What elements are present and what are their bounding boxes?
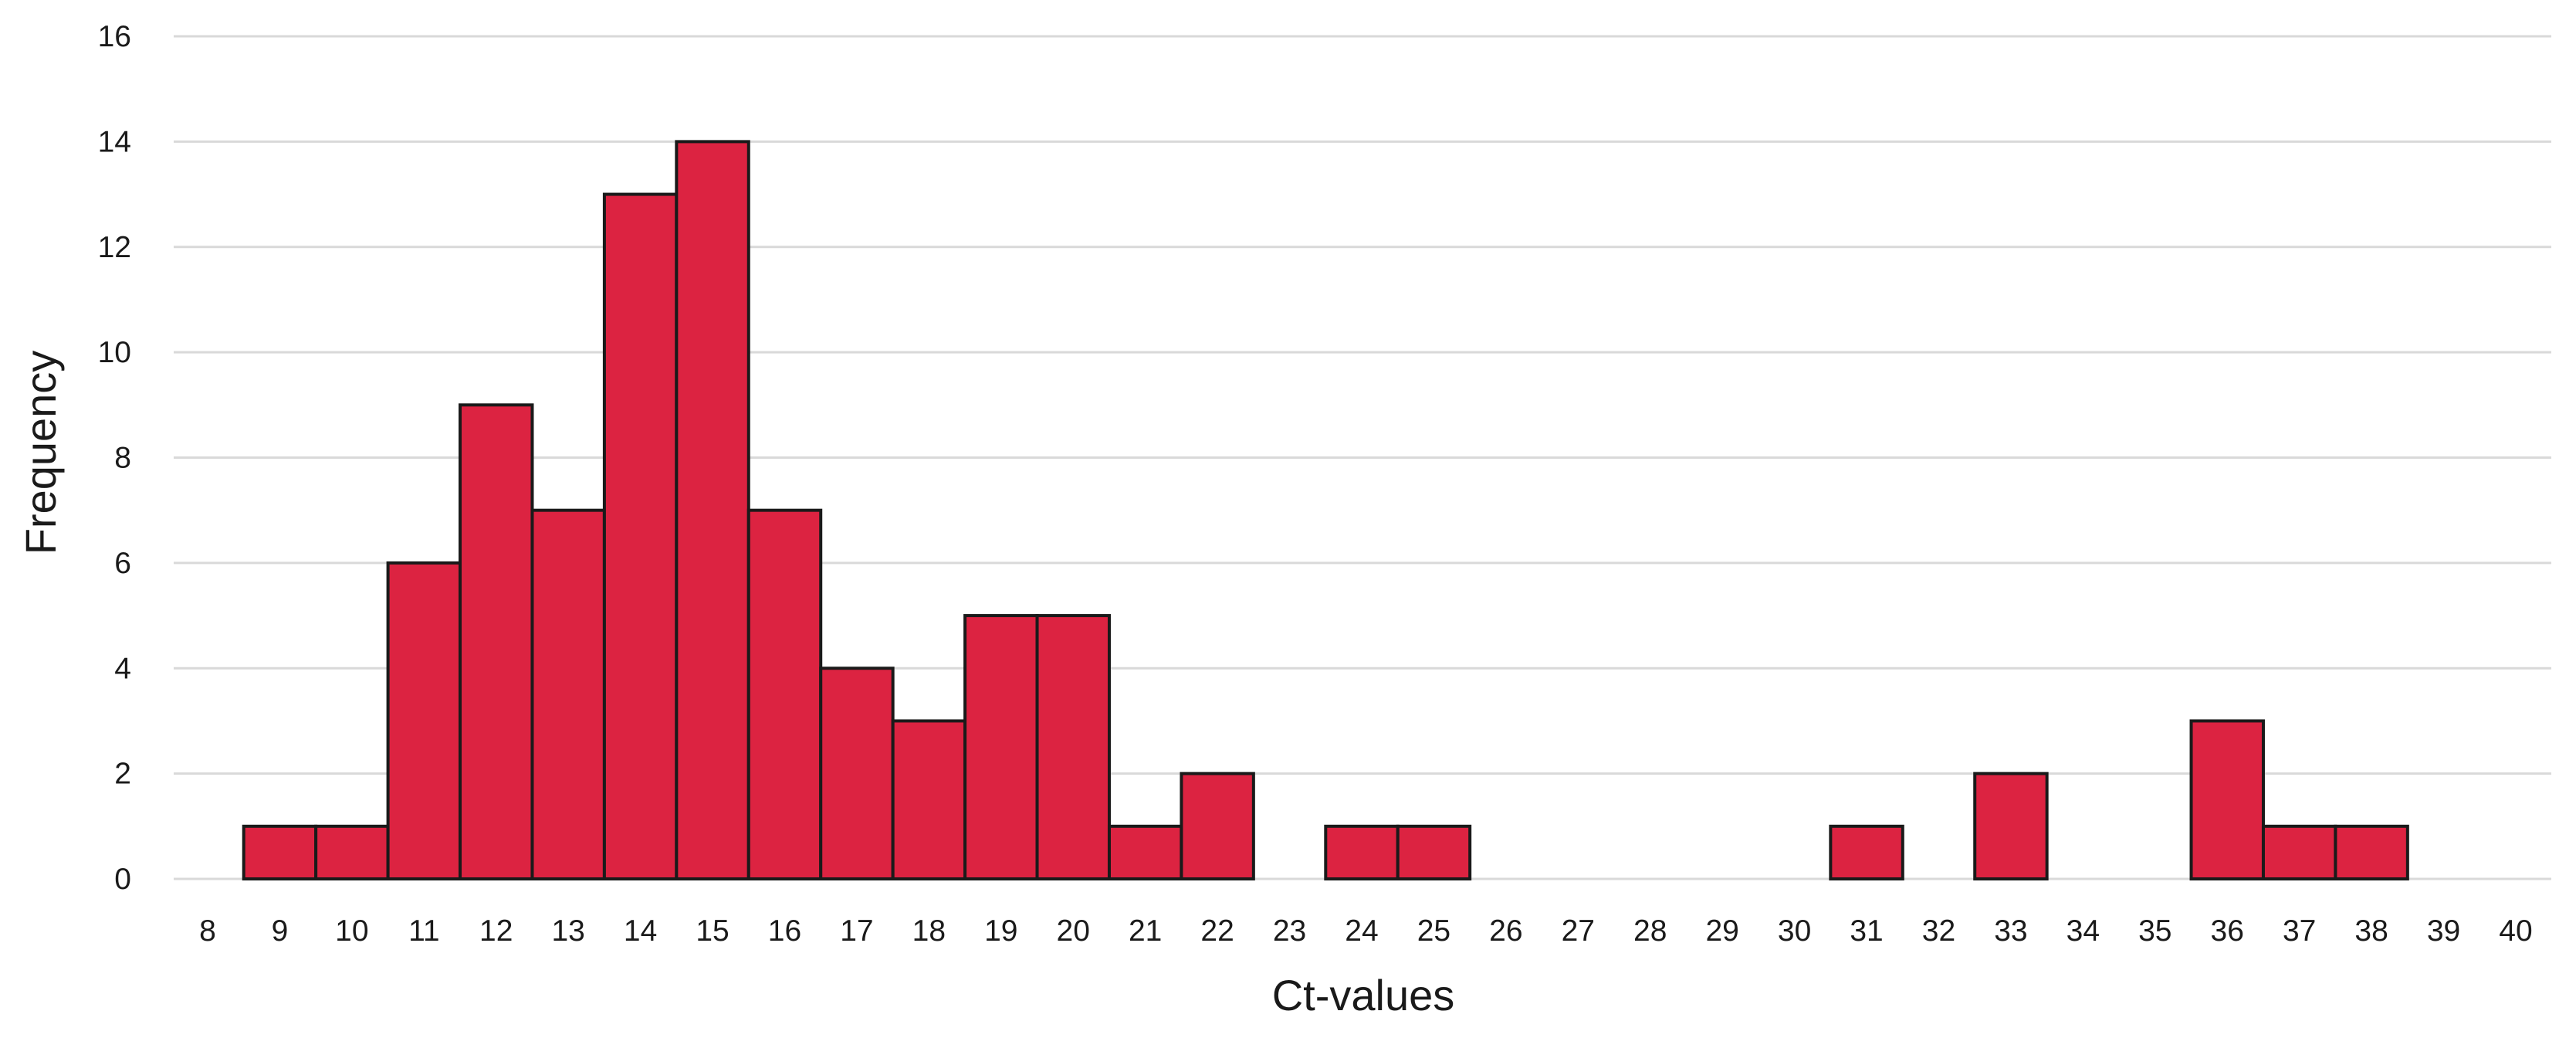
x-tick-label: 33 [1994, 914, 2027, 948]
histogram-bar [2334, 824, 2409, 880]
x-tick-label: 30 [1778, 914, 1811, 948]
x-axis-ticks: 8 9 10 11 12 13 14 15 16 17 18 19 20 21 22 23 24 25 26 27 28… [199, 914, 2533, 948]
x-tick-label: 32 [1922, 914, 1955, 948]
x-tick-label: 27 [1562, 914, 1595, 948]
histogram-bar [386, 561, 462, 880]
x-tick-label: 13 [551, 914, 584, 948]
histogram-bar [530, 508, 606, 880]
histogram-bar [1973, 772, 2049, 880]
histogram-bar [819, 667, 895, 880]
x-axis-title: Ct-values [1272, 971, 1455, 1019]
x-tick-label: 22 [1200, 914, 1234, 948]
y-tick-label: 2 [114, 758, 131, 791]
y-tick-label: 14 [98, 125, 131, 158]
x-tick-label: 29 [1705, 914, 1738, 948]
histogram-bar [675, 140, 750, 880]
y-tick-label: 16 [98, 20, 131, 53]
histogram-bar [602, 192, 679, 880]
y-tick-label: 6 [114, 547, 131, 580]
x-tick-label: 11 [408, 914, 440, 948]
x-tick-label: 23 [1273, 914, 1306, 948]
x-tick-label: 20 [1057, 914, 1090, 948]
x-tick-label: 40 [2499, 914, 2532, 948]
histogram-bar [1829, 824, 1904, 880]
x-tick-label: 15 [696, 914, 729, 948]
histogram-bar [891, 719, 967, 880]
x-tick-label: 21 [1129, 914, 1162, 948]
y-tick-label: 10 [98, 336, 131, 369]
histogram-bar [746, 508, 823, 880]
x-tick-label: 34 [2067, 914, 2100, 948]
histogram-bar [1107, 824, 1183, 880]
x-tick-label: 9 [272, 914, 289, 948]
x-tick-label: 39 [2427, 914, 2460, 948]
bars [242, 140, 2409, 880]
histogram-bar [242, 824, 318, 880]
x-tick-label: 12 [479, 914, 513, 948]
x-tick-label: 14 [624, 914, 657, 948]
histogram-bar [1035, 614, 1111, 880]
histogram-bar [1396, 824, 1472, 880]
x-tick-label: 25 [1417, 914, 1450, 948]
y-tick-label: 8 [114, 442, 131, 475]
y-tick-label: 4 [114, 652, 131, 685]
y-tick-label: 0 [114, 863, 131, 896]
x-tick-label: 18 [912, 914, 946, 948]
histogram-bar [2261, 824, 2337, 880]
y-axis-ticks: 0 2 4 6 8 10 12 14 16 [98, 20, 131, 896]
x-tick-label: 35 [2138, 914, 2171, 948]
x-tick-label: 17 [840, 914, 873, 948]
x-tick-label: 19 [984, 914, 1017, 948]
histogram-bar [2189, 719, 2265, 880]
x-tick-label: 36 [2211, 914, 2244, 948]
y-tick-label: 12 [98, 231, 131, 264]
x-tick-label: 31 [1850, 914, 1883, 948]
histogram-bar [1324, 824, 1400, 880]
histogram-bar [459, 403, 534, 880]
y-axis-title: Frequency [16, 351, 65, 555]
histogram-bar [1180, 772, 1255, 880]
x-tick-label: 16 [768, 914, 801, 948]
x-tick-label: 37 [2283, 914, 2316, 948]
histogram-bar [314, 824, 390, 880]
x-tick-label: 24 [1345, 914, 1378, 948]
x-tick-label: 28 [1633, 914, 1667, 948]
x-tick-label: 8 [199, 914, 216, 948]
histogram-bar [963, 614, 1039, 880]
x-tick-label: 26 [1489, 914, 1522, 948]
x-tick-label: 38 [2354, 914, 2388, 948]
x-tick-label: 10 [335, 914, 368, 948]
